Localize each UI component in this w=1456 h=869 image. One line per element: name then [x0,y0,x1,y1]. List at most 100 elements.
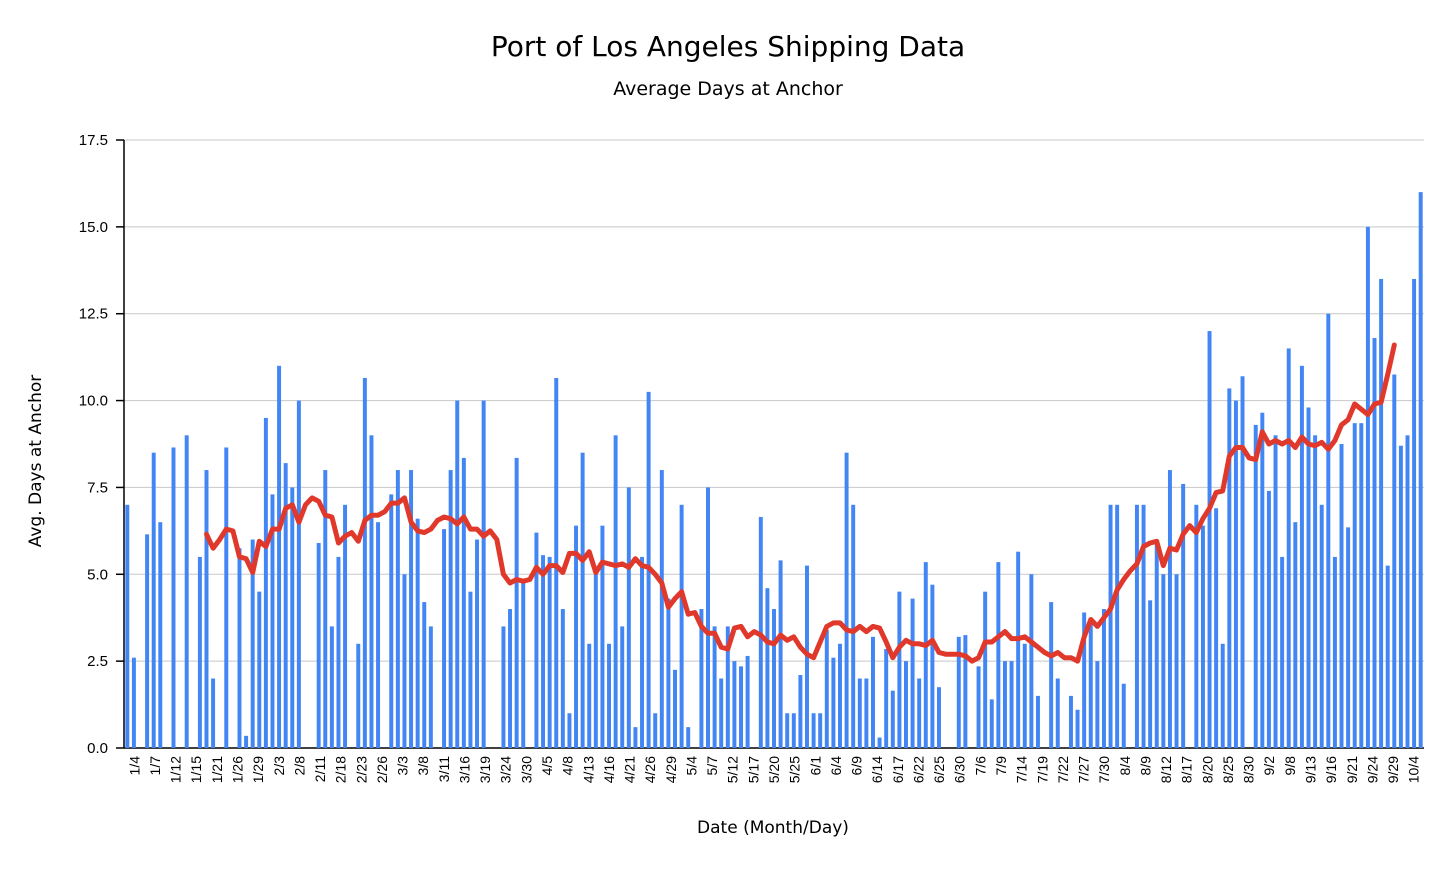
chart-subtitle: Average Days at Anchor [613,78,843,100]
bar [798,675,803,748]
bar [1398,445,1403,748]
bar [171,447,176,748]
bar [283,463,288,748]
y-tick-label: 15.0 [79,219,108,236]
bar [521,581,526,748]
x-tick-label: 9/13 [1303,756,1319,783]
bar [811,713,816,748]
x-tick-label: 9/16 [1323,756,1339,783]
bar [554,377,559,748]
bar [996,562,1001,748]
bar [600,525,605,748]
bar [659,470,664,748]
x-tick-label: 7/27 [1076,756,1092,783]
x-tick-label: 6/22 [910,756,926,783]
bar [1412,278,1417,748]
bar [1240,376,1245,748]
bar [1022,643,1027,748]
bar [197,556,202,748]
x-tick-label: 3/19 [477,756,493,783]
bar [376,522,381,748]
x-tick-label: 5/12 [725,756,741,783]
bar [508,609,513,748]
x-tick-label: 7/14 [1014,756,1030,783]
x-tick-label: 9/2 [1261,756,1277,776]
x-tick-label: 1/26 [230,756,246,783]
bar [1167,470,1172,748]
bar [1115,504,1120,748]
y-tick-label: 17.5 [79,132,108,149]
bar [864,678,869,748]
bar [336,556,341,748]
x-tick-label: 5/17 [745,756,761,783]
bar [719,678,724,748]
bar [290,487,295,748]
bar [778,560,783,748]
bar [501,626,506,748]
bar [1352,423,1357,748]
x-tick-label: 6/14 [869,756,885,783]
x-tick-label: 8/25 [1220,756,1236,783]
bar [791,713,796,748]
bar [1379,278,1384,748]
bar [534,532,539,748]
bar [442,529,447,748]
x-tick-label: 7/19 [1034,756,1050,783]
y-tick-label: 12.5 [79,306,108,323]
bar [1148,600,1153,748]
bar [732,661,737,748]
bar [468,591,473,748]
bar [613,435,618,748]
x-tick-label: 8/9 [1137,756,1153,776]
bar [1101,609,1106,748]
series-line [204,342,1397,664]
x-tick-label: 8/4 [1117,756,1133,776]
bar [1359,423,1364,748]
bar [607,643,612,748]
x-tick-label: 6/1 [807,756,823,776]
bar [389,494,394,748]
bar [1207,331,1212,748]
bar [1286,348,1291,748]
x-tick-label: 9/8 [1282,756,1298,776]
bar [1108,504,1113,748]
bar [1346,527,1351,748]
x-tick-label: 6/4 [828,756,844,776]
x-tick-label: 1/7 [147,756,163,776]
y-tick-label: 2.5 [87,653,108,670]
x-tick-label: 3/8 [415,756,431,776]
bar [824,629,829,748]
bar [844,452,849,748]
x-tick-label: 6/17 [890,756,906,783]
x-tick-label: 3/30 [518,756,534,783]
x-tick-label: 8/30 [1241,756,1257,783]
bar [956,636,961,748]
chart-title: Port of Los Angeles Shipping Data [490,30,966,63]
bar [838,643,842,748]
x-tick-label: 3/24 [498,756,514,783]
bar [343,504,348,748]
bar [1002,661,1007,748]
bar [884,648,889,748]
bar [739,666,743,748]
bar [851,504,856,748]
bar [277,365,282,748]
y-tick-label: 0.0 [87,740,108,757]
x-tick-label: 6/9 [849,756,865,776]
x-tick-label: 4/8 [560,756,576,776]
bar [409,470,414,748]
x-tick-label: 2/11 [312,756,328,782]
x-tick-label: 3/16 [457,756,473,783]
bar [712,626,717,748]
bar [1029,574,1034,748]
bar [587,643,592,748]
x-tick-label: 8/20 [1199,756,1215,783]
bar [679,504,684,748]
bar [237,548,242,748]
y-tick-label: 5.0 [87,566,108,583]
bar [1055,678,1060,748]
bar [1154,539,1159,748]
bar [1418,192,1423,749]
x-tick-label: 4/26 [642,756,658,783]
x-tick-label: 5/4 [684,756,700,776]
